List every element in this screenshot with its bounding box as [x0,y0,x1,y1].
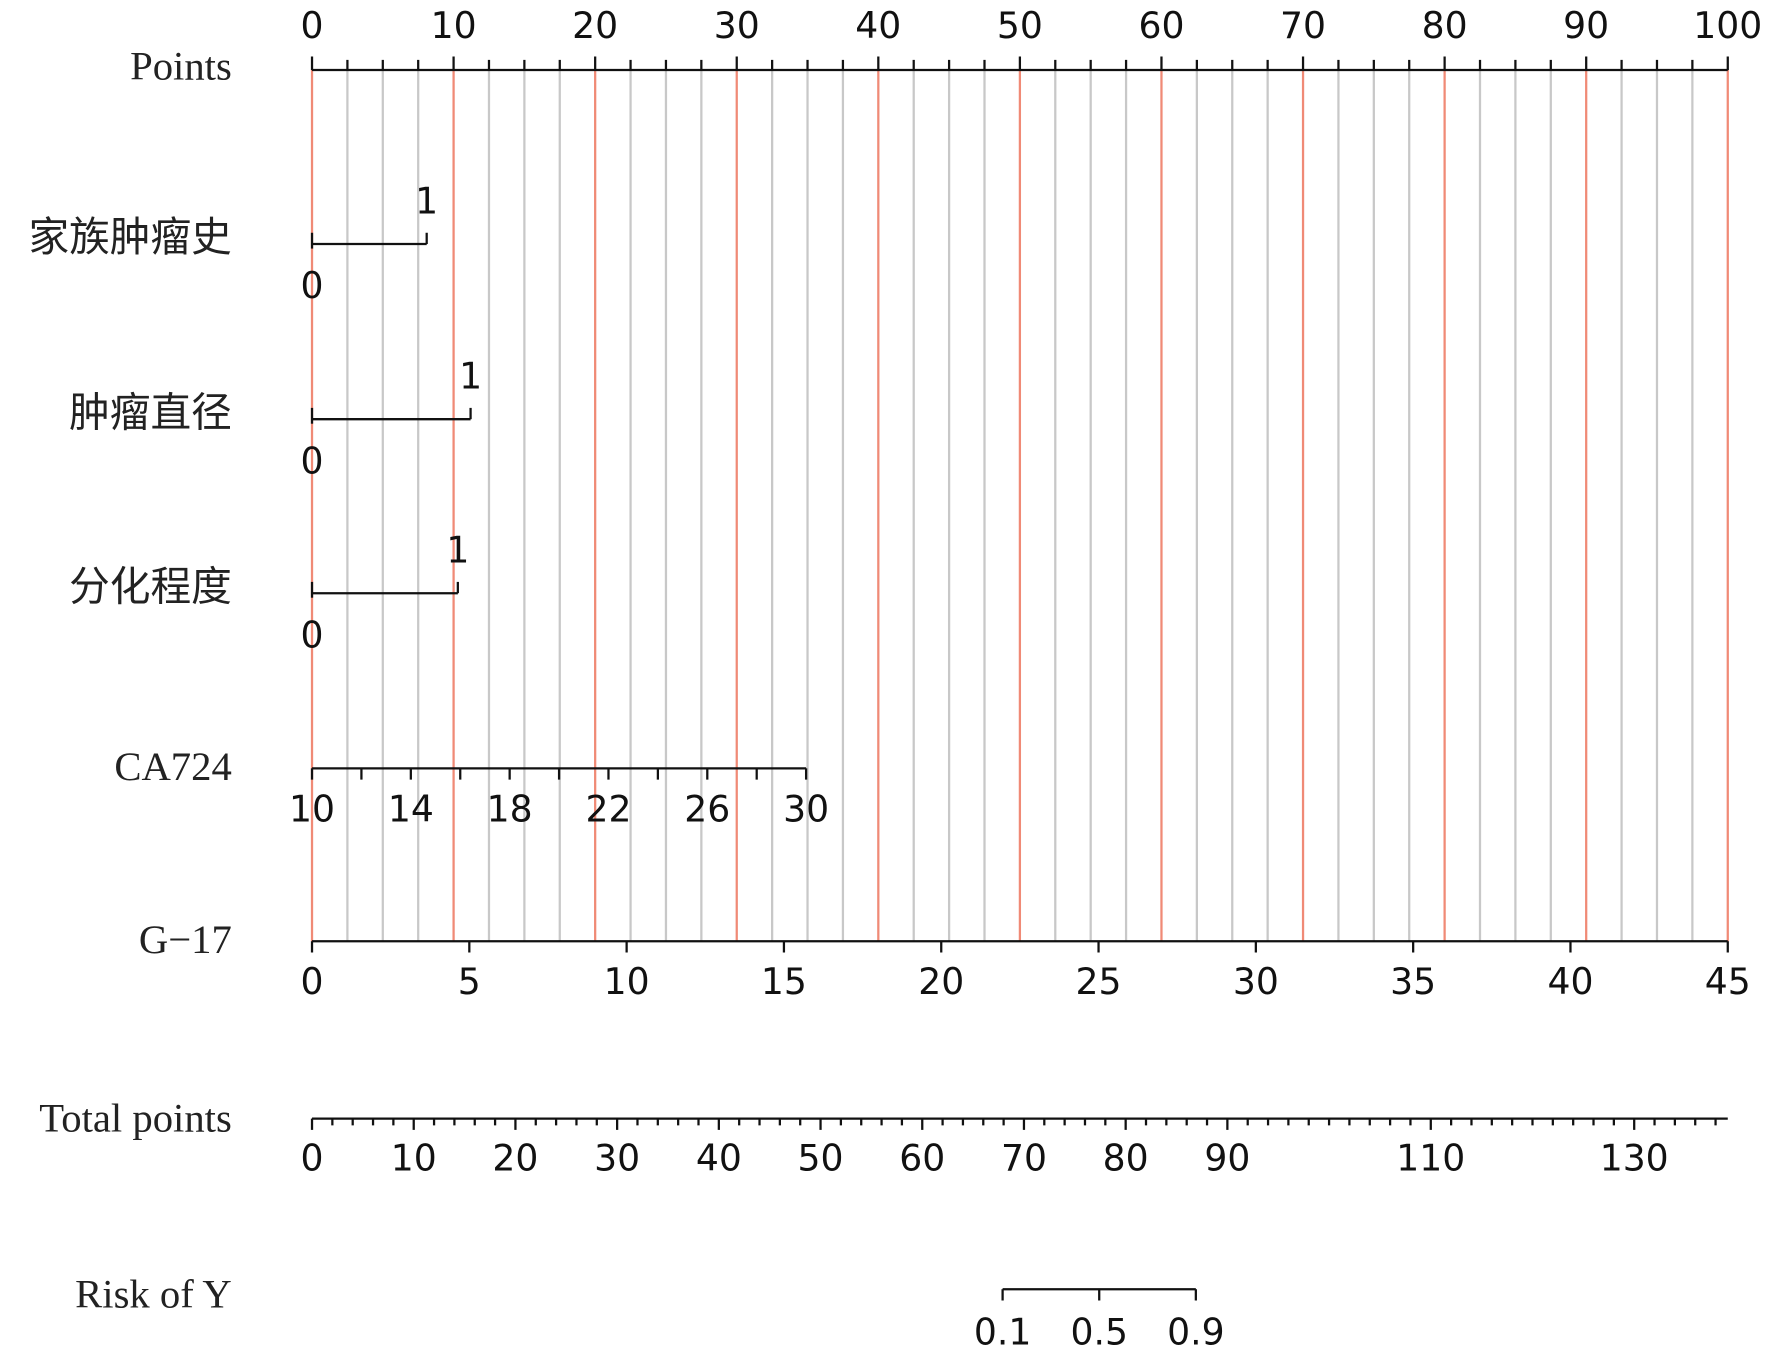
level-label: 1 [415,179,438,222]
tick-label: 60 [1138,4,1184,47]
tick-label: 30 [714,4,760,47]
row-label: Total points [39,1095,232,1140]
tick-label: 10 [431,4,477,47]
row-label: Risk of Y [75,1272,232,1317]
tick-label: 70 [1280,4,1326,47]
tick-label: 130 [1600,1136,1669,1179]
tick-label: 25 [1076,960,1122,1003]
tick-label: 100 [1693,4,1762,47]
tick-label: 5 [458,960,481,1003]
level-label: 0 [301,613,324,656]
tick-label: 90 [1204,1136,1250,1179]
tick-label: 110 [1396,1136,1465,1179]
tick-label: 18 [487,787,533,830]
tick-label: 80 [1422,4,1468,47]
tick-label: 20 [492,1136,538,1179]
row-label: 分化程度 [69,564,232,609]
grid [310,70,1729,942]
tick-label: 20 [572,4,618,47]
tick-label: 40 [696,1136,742,1179]
tick-label: 40 [855,4,901,47]
tick-label: 10 [391,1136,437,1179]
tick-label: 0.9 [1167,1310,1224,1353]
level-label: 1 [459,355,482,398]
level-label: 1 [446,529,469,572]
tick-label: 0 [301,960,324,1003]
tick-label: 20 [918,960,964,1003]
tick-label: 50 [997,4,1043,47]
tick-label: 10 [289,787,335,830]
level-label: 0 [301,264,324,307]
tick-label: 40 [1547,960,1593,1003]
row-label: 肿瘤直径 [69,390,232,435]
row-label: G−17 [139,917,232,962]
tick-label: 50 [798,1136,844,1179]
tick-label: 30 [1233,960,1279,1003]
tick-label: 15 [761,960,807,1003]
tick-label: 0.1 [974,1310,1031,1353]
tick-label: 60 [899,1136,945,1179]
tick-label: 80 [1103,1136,1149,1179]
row-label: Points [130,43,232,88]
row-label: CA724 [114,744,231,789]
tick-label: 35 [1390,960,1436,1003]
tick-label: 14 [388,787,434,830]
tick-label: 30 [594,1136,640,1179]
tick-label: 22 [585,787,631,830]
tick-label: 70 [1001,1136,1047,1179]
tick-label: 0 [301,1136,324,1179]
row-label: 家族肿瘤史 [28,215,231,260]
tick-label: 26 [684,787,730,830]
tick-label: 45 [1705,960,1751,1003]
tick-label: 0.5 [1070,1310,1127,1353]
tick-label: 10 [604,960,650,1003]
tick-label: 90 [1563,4,1609,47]
tick-label: 30 [783,787,829,830]
tick-label: 0 [301,4,324,47]
level-label: 0 [301,439,324,482]
